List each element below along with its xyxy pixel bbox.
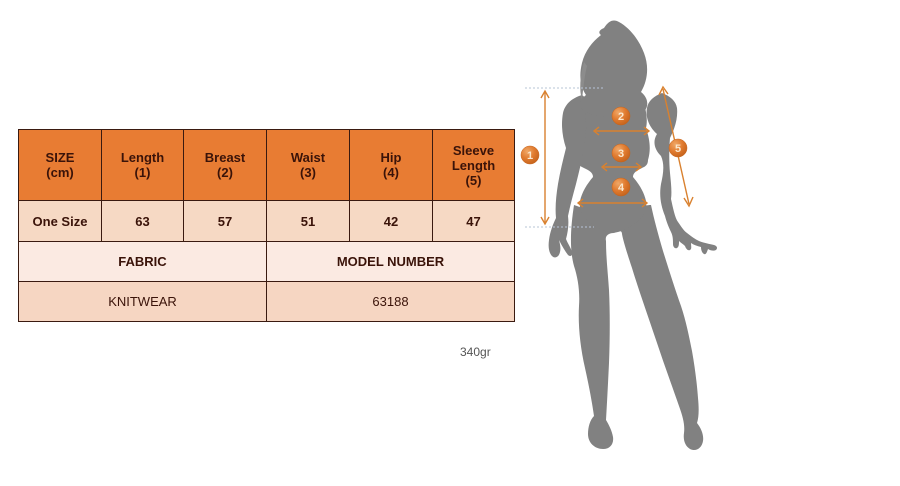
svg-text:2: 2 — [618, 111, 624, 123]
svg-text:3: 3 — [618, 148, 624, 160]
svg-text:4: 4 — [618, 182, 625, 194]
svg-text:1: 1 — [527, 150, 533, 162]
svg-text:5: 5 — [675, 143, 681, 155]
